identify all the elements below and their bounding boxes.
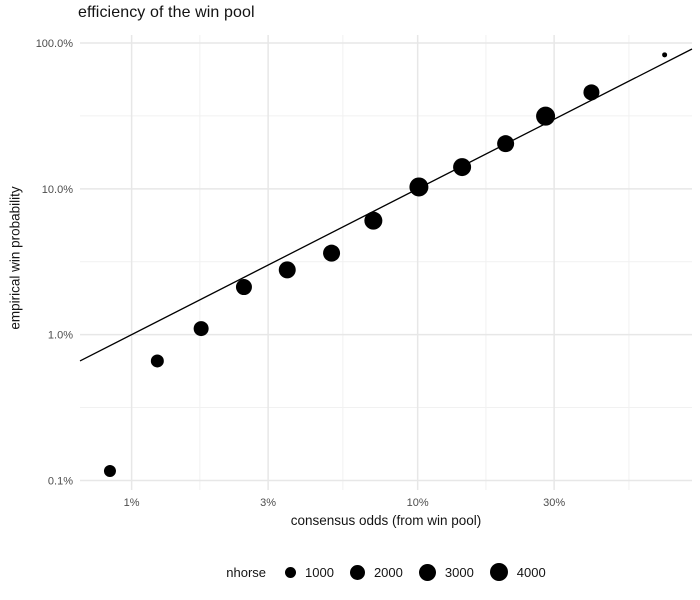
data-point <box>497 135 515 153</box>
data-point <box>103 465 116 478</box>
legend-size-dot <box>285 566 297 578</box>
plot-area: 1% 3% 10% 30% 0.1% 1.0% 10.0% 100.0% <box>36 35 693 509</box>
y-tick-label: 10.0% <box>42 184 73 196</box>
data-point <box>583 84 600 101</box>
x-tick-label: 30% <box>543 497 565 509</box>
data-point <box>235 279 252 296</box>
chart-title: efficiency of the win pool <box>78 4 255 21</box>
legend-item: 1000 <box>285 565 334 580</box>
data-point <box>193 321 209 337</box>
legend-item-label: 2000 <box>373 564 403 580</box>
legend-items: 1000 2000 3000 4000 <box>285 563 546 581</box>
legend-item-label: 3000 <box>444 564 474 580</box>
data-point <box>409 177 429 197</box>
legend-item-label: 1000 <box>305 564 334 580</box>
data-point <box>662 52 668 58</box>
legend-title: nhorse <box>226 564 267 580</box>
legend-size-dot <box>489 563 508 581</box>
x-axis-title: consensus odds (from win pool) <box>290 513 482 528</box>
x-tick-label: 3% <box>260 497 276 509</box>
x-tick-label: 1% <box>124 497 140 509</box>
data-point <box>536 106 556 126</box>
data-point <box>278 261 296 279</box>
y-tick-label: 100.0% <box>36 38 74 50</box>
data-point <box>323 244 341 262</box>
legend-size-dot <box>418 563 436 581</box>
legend: nhorse 1000 2000 3000 4000 <box>80 554 692 590</box>
y-axis-title: empirical win probability <box>7 186 23 330</box>
data-point <box>150 354 164 368</box>
legend-item: 3000 <box>418 563 474 581</box>
reference-line <box>79 48 693 362</box>
data-point <box>364 211 383 230</box>
data-point <box>453 158 472 177</box>
legend-item-label: 4000 <box>516 564 546 580</box>
y-tick-label: 0.1% <box>48 475 73 487</box>
x-tick-label: 10% <box>407 497 429 509</box>
legend-item: 4000 <box>489 563 546 581</box>
legend-item: 2000 <box>349 564 403 580</box>
y-tick-label: 1.0% <box>48 330 73 342</box>
legend-size-dot <box>349 564 365 580</box>
